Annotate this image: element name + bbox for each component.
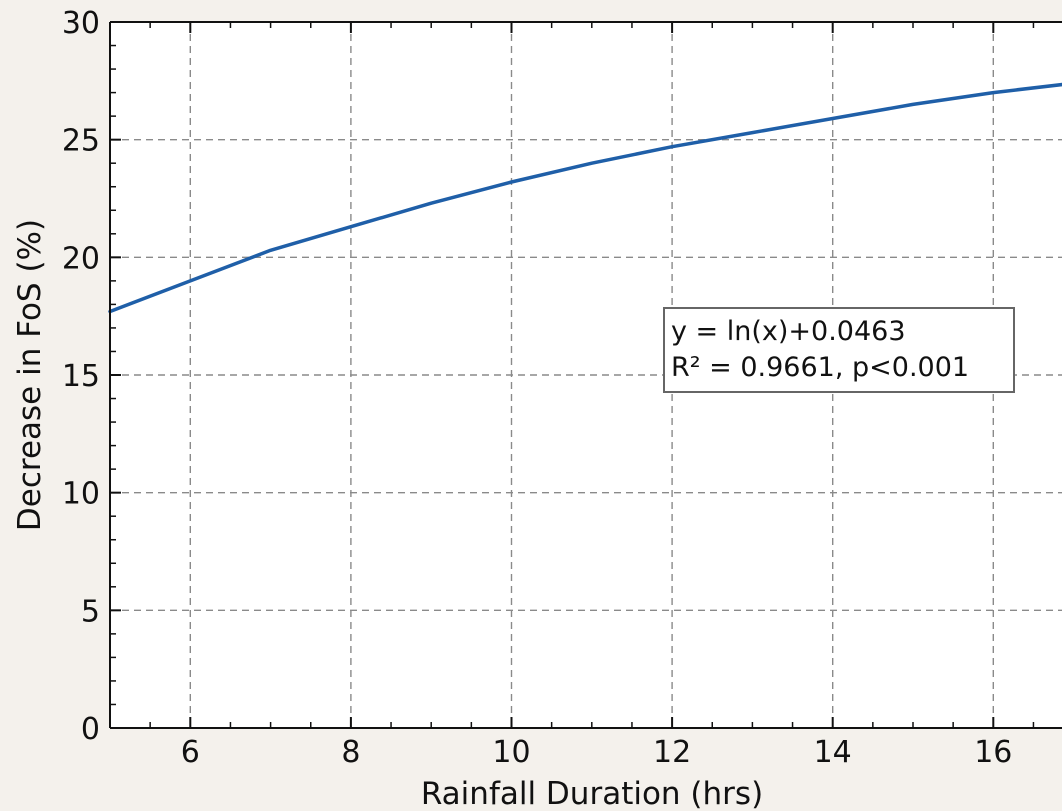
y-tick-label: 5 (81, 594, 100, 629)
annotation-statistics: R² = 0.9661, p<0.001 (671, 352, 969, 383)
x-ticks: 6 8 10 12 14 16 (109, 22, 1035, 770)
x-tick-label: 14 (814, 735, 852, 770)
equation-annotation: y = ln(x)+0.0463 R² = 0.9661, p<0.001 (663, 307, 1015, 393)
x-tick-label: 10 (492, 735, 530, 770)
x-tick-label: 16 (974, 735, 1012, 770)
x-tick-label: 12 (653, 735, 691, 770)
y-tick-label: 20 (62, 241, 100, 276)
y-axis-title: Decrease in FoS (%) (12, 219, 48, 531)
y-tick-label: 0 (81, 712, 100, 747)
x-tick-label: 8 (341, 735, 360, 770)
annotation-box (663, 307, 1015, 393)
y-tick-label: 30 (62, 6, 100, 41)
y-tick-label: 15 (62, 359, 100, 394)
y-tick-label: 10 (62, 477, 100, 512)
annotation-equation: y = ln(x)+0.0463 (671, 316, 906, 347)
x-tick-label: 6 (181, 735, 200, 770)
x-axis-title: Rainfall Duration (hrs) (421, 776, 763, 811)
series-layer (108, 82, 1062, 314)
y-tick-label: 25 (62, 124, 100, 159)
fos-decrease-series-line (108, 82, 1062, 314)
y-ticks: 0 5 10 15 20 25 30 (62, 6, 121, 747)
